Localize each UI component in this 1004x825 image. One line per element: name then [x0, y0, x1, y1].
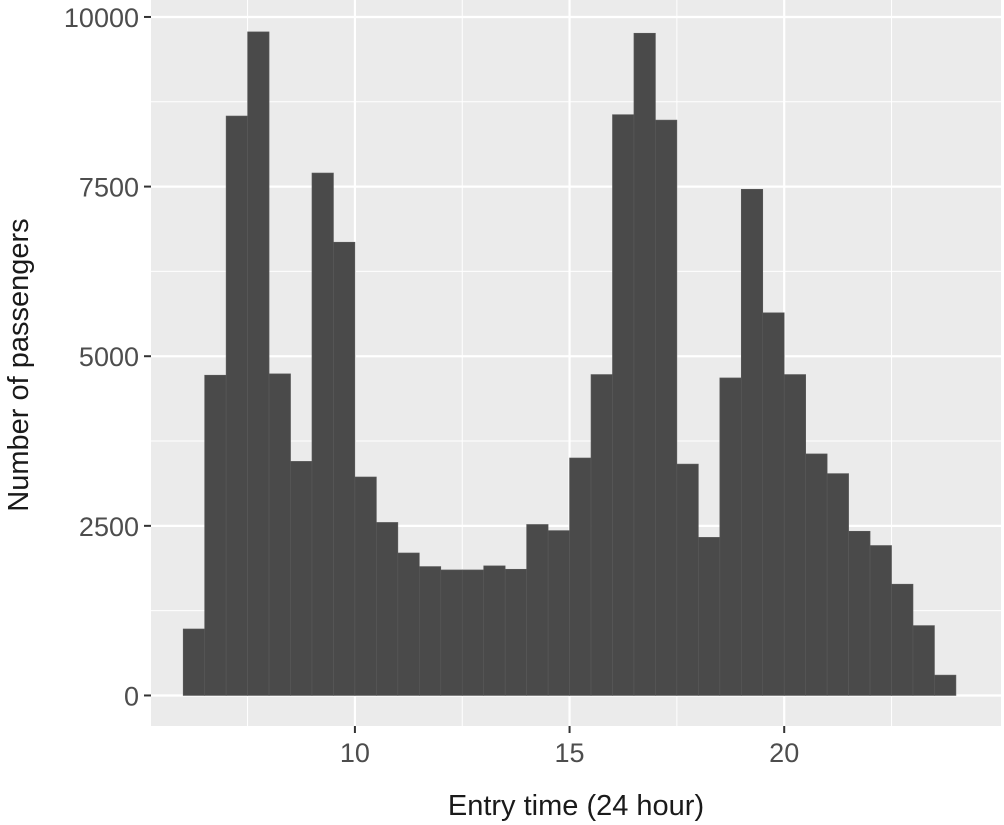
y-tick-label: 5000 [79, 342, 139, 372]
histogram-bar [934, 674, 957, 696]
histogram-bar [891, 583, 914, 696]
histogram-bar [783, 374, 806, 696]
histogram-bar [483, 565, 506, 696]
histogram-bar [397, 552, 420, 696]
y-axis: 0 2500 5000 7500 10000 [64, 3, 151, 711]
histogram-bar [719, 377, 742, 696]
histogram-bar [247, 31, 270, 696]
x-axis: 10 15 20 [340, 726, 799, 768]
histogram-bar [290, 461, 313, 696]
histogram-bar [225, 115, 248, 696]
histogram-bar [461, 569, 485, 696]
histogram-bar [762, 312, 785, 696]
histogram-bar [805, 453, 828, 696]
histogram-bar [848, 530, 871, 696]
histogram-bar [419, 566, 442, 696]
histogram-bar [569, 457, 592, 696]
histogram-bar [912, 625, 935, 696]
histogram-bar [676, 463, 699, 696]
histogram-bar [376, 522, 399, 696]
histogram-bar [740, 189, 764, 696]
y-tick-label: 2500 [79, 512, 139, 542]
x-tick-label: 20 [769, 738, 799, 768]
histogram-bar [268, 373, 291, 696]
histogram-bar [311, 172, 334, 696]
histogram-bar [182, 628, 205, 696]
histogram-bar [655, 119, 678, 696]
x-tick-label: 15 [555, 738, 585, 768]
y-tick-label: 0 [124, 681, 139, 711]
histogram-bar [204, 374, 227, 696]
histogram-bar [590, 374, 613, 696]
histogram-bar [440, 569, 463, 696]
histogram-bar [354, 476, 377, 696]
histogram-bar [633, 32, 656, 696]
histogram-bar [526, 524, 549, 696]
y-tick-label: 7500 [79, 173, 139, 203]
x-tick-label: 10 [340, 738, 370, 768]
histogram-bar [869, 545, 892, 696]
histogram-bar [333, 241, 356, 696]
histogram-bars [182, 31, 957, 696]
histogram-bar [504, 568, 527, 696]
histogram-bar [698, 537, 721, 696]
y-axis-title: Number of passengers [3, 218, 35, 511]
histogram-bar [826, 473, 849, 696]
histogram-bar [547, 530, 570, 696]
y-tick-label: 10000 [64, 3, 139, 33]
histogram-bar [612, 114, 635, 696]
x-axis-title: Entry time (24 hour) [448, 790, 704, 822]
